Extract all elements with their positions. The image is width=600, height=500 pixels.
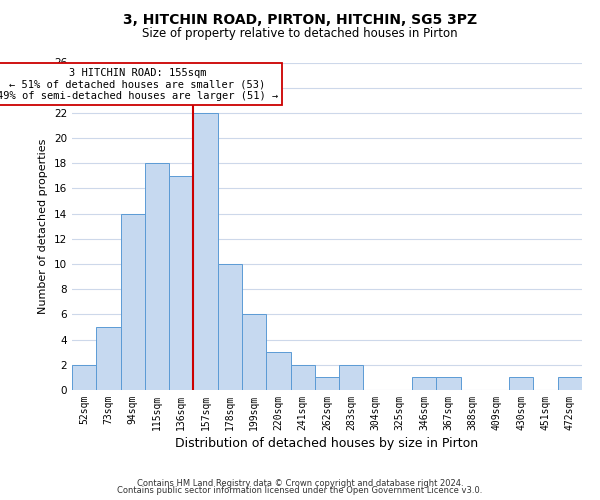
- Bar: [169, 176, 193, 390]
- Y-axis label: Number of detached properties: Number of detached properties: [38, 138, 49, 314]
- Bar: [315, 378, 339, 390]
- Bar: [193, 113, 218, 390]
- Text: 3 HITCHIN ROAD: 155sqm
← 51% of detached houses are smaller (53)
49% of semi-det: 3 HITCHIN ROAD: 155sqm ← 51% of detached…: [0, 68, 278, 100]
- Bar: [266, 352, 290, 390]
- Bar: [96, 327, 121, 390]
- Bar: [412, 378, 436, 390]
- Bar: [290, 365, 315, 390]
- Text: Contains public sector information licensed under the Open Government Licence v3: Contains public sector information licen…: [118, 486, 482, 495]
- Text: Contains HM Land Registry data © Crown copyright and database right 2024.: Contains HM Land Registry data © Crown c…: [137, 478, 463, 488]
- Bar: [145, 164, 169, 390]
- Bar: [242, 314, 266, 390]
- Bar: [436, 378, 461, 390]
- Bar: [218, 264, 242, 390]
- Bar: [339, 365, 364, 390]
- Bar: [121, 214, 145, 390]
- Bar: [558, 378, 582, 390]
- Bar: [509, 378, 533, 390]
- Bar: [72, 365, 96, 390]
- X-axis label: Distribution of detached houses by size in Pirton: Distribution of detached houses by size …: [175, 437, 479, 450]
- Text: 3, HITCHIN ROAD, PIRTON, HITCHIN, SG5 3PZ: 3, HITCHIN ROAD, PIRTON, HITCHIN, SG5 3P…: [123, 12, 477, 26]
- Text: Size of property relative to detached houses in Pirton: Size of property relative to detached ho…: [142, 28, 458, 40]
